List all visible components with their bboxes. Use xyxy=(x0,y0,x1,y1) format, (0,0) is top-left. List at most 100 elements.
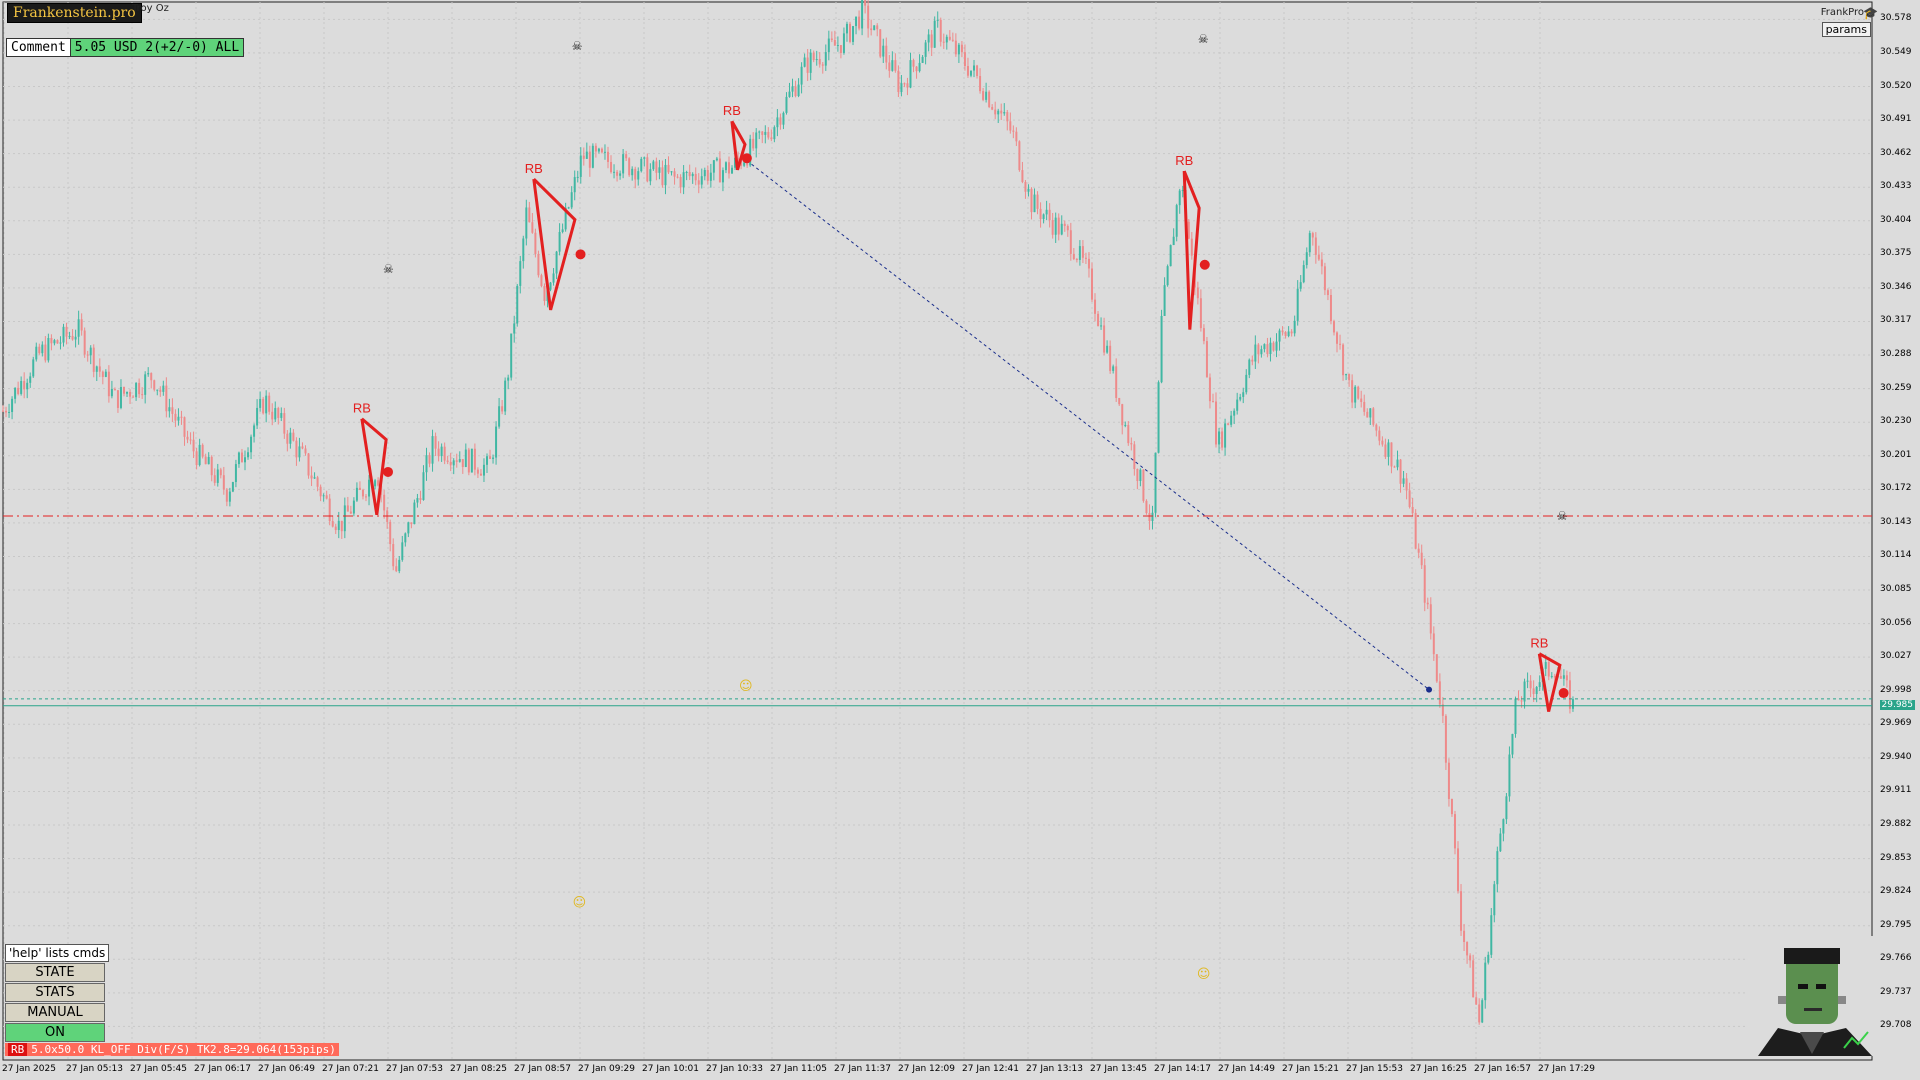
candle-body xyxy=(389,521,392,545)
candle-body xyxy=(316,477,319,487)
candle-body xyxy=(812,52,815,61)
candle-body xyxy=(652,161,655,170)
candle-body xyxy=(1115,366,1118,398)
candle-body xyxy=(830,38,833,40)
candle-body xyxy=(283,413,286,434)
candle-body xyxy=(852,26,855,42)
candle-body xyxy=(885,45,888,63)
candle-body xyxy=(1090,268,1093,300)
candle-body xyxy=(322,495,325,497)
candle-body xyxy=(1272,342,1275,351)
candle-body xyxy=(848,23,851,42)
candle-body xyxy=(289,432,292,444)
candle-body xyxy=(247,452,250,458)
candle-body xyxy=(1475,997,1478,1005)
candle-body xyxy=(815,59,818,61)
candle-body xyxy=(1387,442,1390,457)
candle-body xyxy=(803,57,806,67)
candle-body xyxy=(1218,431,1221,445)
candle-body xyxy=(585,151,588,159)
time-tick-label: 27 Jan 09:29 xyxy=(578,1064,635,1074)
candle-body xyxy=(1000,110,1003,114)
time-tick-label: 27 Jan 07:21 xyxy=(322,1064,379,1074)
candle-body xyxy=(1466,942,1469,956)
candle-body xyxy=(1571,699,1574,709)
price-tick-label: 30.027 xyxy=(1880,651,1912,662)
candle-body xyxy=(845,23,848,34)
candle-body xyxy=(292,432,295,441)
comment-value: 5.05 USD 2(+2/-0) ALL xyxy=(70,38,245,57)
candle-body xyxy=(138,382,141,395)
state-button[interactable]: STATE xyxy=(5,963,105,982)
candle-body xyxy=(582,155,585,159)
candle-body xyxy=(1296,288,1299,321)
candle-body xyxy=(779,117,782,125)
candle-body xyxy=(422,472,425,500)
price-tick-label: 29.882 xyxy=(1880,819,1912,830)
candle-body xyxy=(504,380,507,412)
price-tick-label: 30.317 xyxy=(1880,315,1912,326)
candle-body xyxy=(1490,915,1493,955)
candle-body xyxy=(963,52,966,67)
candle-body xyxy=(797,84,800,97)
candle-body xyxy=(685,172,688,174)
candle-body xyxy=(921,56,924,63)
candle-body xyxy=(1060,223,1063,235)
candle-body xyxy=(1036,194,1039,209)
candle-body xyxy=(183,417,186,437)
candle-body xyxy=(129,391,132,397)
candle-body xyxy=(1254,344,1257,362)
candle-body xyxy=(700,176,703,185)
candle-body xyxy=(761,131,764,135)
candle-body xyxy=(1393,466,1396,468)
stats-button[interactable]: STATS xyxy=(5,983,105,1002)
candle-body xyxy=(976,65,979,77)
candle-body xyxy=(95,366,98,372)
candle-body xyxy=(392,544,395,567)
price-tick-label: 29.969 xyxy=(1880,718,1912,729)
candle-body xyxy=(1142,469,1145,501)
candle-body xyxy=(1354,386,1357,403)
candle-body xyxy=(1342,344,1345,376)
candle-body xyxy=(646,157,649,182)
rb-pattern xyxy=(532,178,577,311)
price-tick-label: 30.056 xyxy=(1880,617,1912,628)
candle-body xyxy=(827,38,830,53)
price-tick-label: 30.143 xyxy=(1880,516,1912,527)
candle-body xyxy=(280,413,283,418)
candle-body xyxy=(966,66,969,76)
candle-body xyxy=(259,398,262,408)
candle-body xyxy=(1245,374,1248,393)
candle-body xyxy=(1121,404,1124,426)
manual-button[interactable]: MANUAL xyxy=(5,1003,105,1022)
candle-body xyxy=(1148,513,1151,521)
candle-body xyxy=(498,406,501,427)
candle-body xyxy=(110,388,113,397)
candle-body xyxy=(501,406,504,412)
candle-body xyxy=(1094,299,1097,314)
candle-body xyxy=(573,177,576,193)
candle-body xyxy=(144,374,147,395)
candle-body xyxy=(1360,398,1363,402)
price-tick-label: 30.520 xyxy=(1880,80,1912,91)
candle-body xyxy=(791,86,794,92)
rb-exit-marker xyxy=(741,153,752,164)
candle-body xyxy=(985,91,988,100)
candle-body xyxy=(410,522,413,525)
candle-body xyxy=(147,373,150,375)
price-tick-label: 29.824 xyxy=(1880,886,1912,897)
time-tick-label: 27 Jan 15:53 xyxy=(1346,1064,1403,1074)
candle-body xyxy=(1447,762,1450,799)
candle-body xyxy=(564,207,567,230)
candle-body xyxy=(1290,331,1293,334)
candle-body xyxy=(616,171,619,176)
params-button[interactable]: params xyxy=(1821,22,1871,37)
candle-body xyxy=(1484,962,1487,1001)
candle-body xyxy=(1408,490,1411,507)
on-toggle-button[interactable]: ON xyxy=(5,1023,105,1042)
candle-body xyxy=(522,238,525,262)
candle-body xyxy=(1145,500,1148,514)
candle-body xyxy=(1381,440,1384,445)
candle-body xyxy=(1202,328,1205,342)
